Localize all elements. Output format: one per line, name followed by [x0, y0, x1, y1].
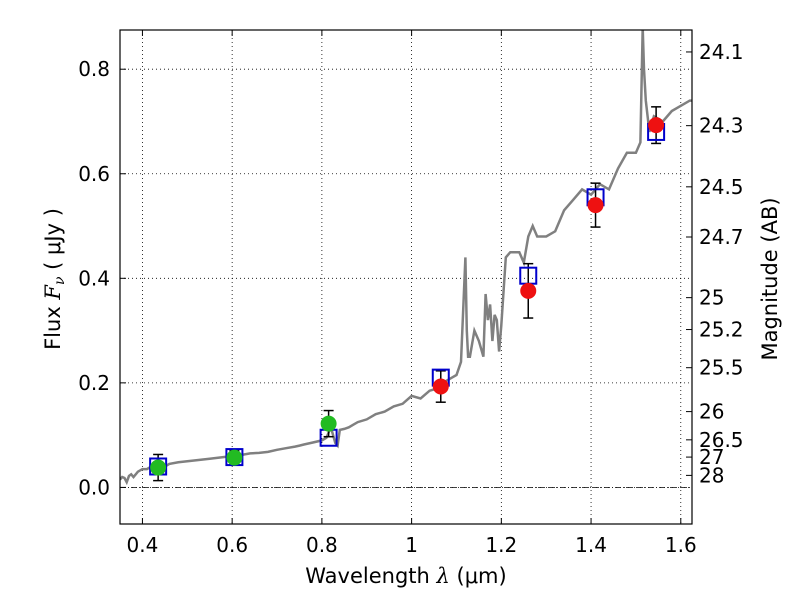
- y-axis-label: Flux Fν ( μJy ): [41, 208, 68, 350]
- axis-ticks: [120, 30, 692, 524]
- right-tick-label: 24.3: [699, 114, 744, 138]
- y-tick-label: 0.8: [78, 57, 110, 81]
- right-tick-label: 26.5: [699, 428, 744, 452]
- x-tick-label: 0.4: [127, 533, 159, 557]
- right-tick-label: 25: [699, 286, 724, 310]
- right-tick-label: 25.2: [699, 318, 744, 342]
- grid: [120, 30, 692, 524]
- spectrum-line: [120, 30, 692, 486]
- y-tick-label: 0.6: [78, 162, 110, 186]
- data-point: [648, 117, 665, 134]
- right-tick-label: 24.5: [699, 175, 744, 199]
- data-point: [226, 449, 243, 466]
- right-tick-label: 27: [699, 445, 724, 469]
- data-point: [320, 415, 337, 432]
- x-tick-label: 1.6: [665, 533, 697, 557]
- x-tick-label: 1.2: [485, 533, 517, 557]
- observed-points: [150, 117, 665, 476]
- right-tick-label: 28: [699, 463, 724, 487]
- right-axis-label: Magnitude (AB): [758, 197, 782, 360]
- right-tick-label: 24.7: [699, 225, 744, 249]
- right-tick-label: 25.5: [699, 356, 744, 380]
- data-point: [587, 197, 604, 214]
- right-tick-label: 24.1: [699, 40, 744, 64]
- x-tick-label: 1.4: [575, 533, 607, 557]
- y-tick-label: 0.4: [78, 266, 110, 290]
- data-point: [150, 459, 167, 476]
- spectrum-series: [120, 30, 692, 486]
- right-tick-label: 26: [699, 400, 724, 424]
- errorbars: [153, 106, 662, 482]
- x-axis-label: Wavelength λ (μm): [305, 564, 506, 588]
- x-tick-label: 1: [405, 533, 418, 557]
- plot-frame: [119, 29, 693, 525]
- data-point: [520, 282, 537, 299]
- y-tick-label: 0.0: [78, 475, 110, 499]
- x-tick-label: 0.8: [306, 533, 338, 557]
- data-point: [432, 378, 449, 395]
- y-tick-label: 0.2: [78, 371, 110, 395]
- model-squares: [149, 122, 666, 476]
- x-tick-label: 0.6: [216, 533, 248, 557]
- tick-labels: 0.4 0.6 0.8 1 1.2 1.4 1.6 0.0 0.2 0.4 0.6 0.8 24.1 24…: [78, 40, 743, 557]
